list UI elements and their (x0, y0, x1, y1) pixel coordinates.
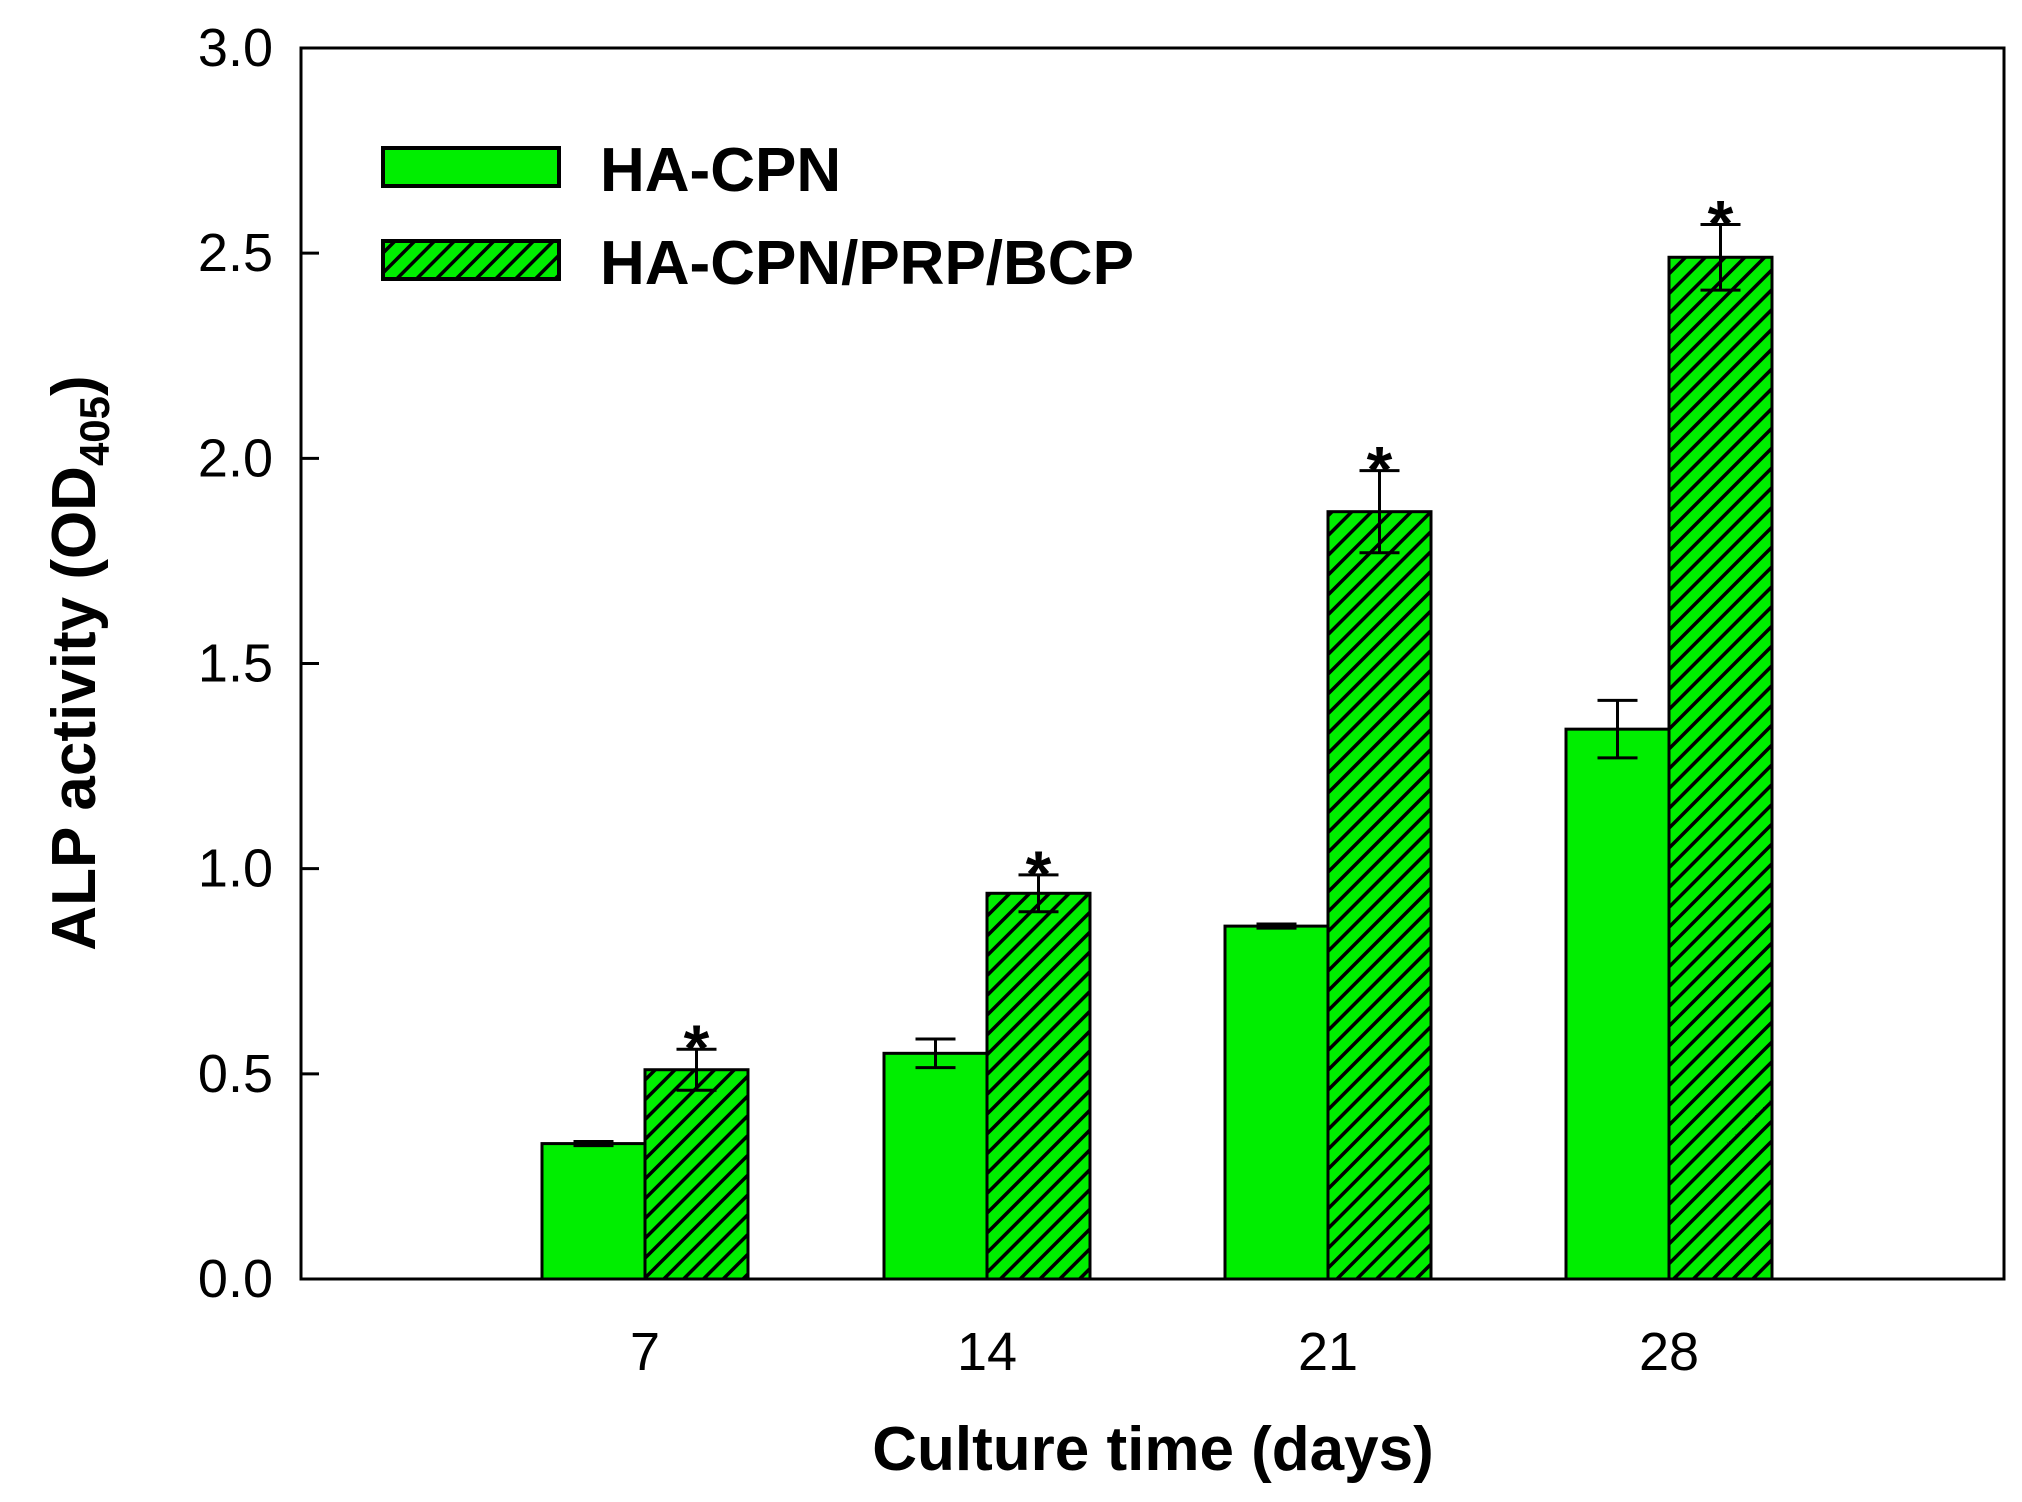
legend-swatch-ha-cpn (381, 146, 561, 188)
y-tick-label: 2.0 (198, 428, 273, 488)
significance-marker: * (684, 1011, 710, 1085)
x-tick-label: 21 (1298, 1322, 1358, 1382)
y-axis-title: ALP activity (OD405) (40, 375, 118, 950)
y-tick-label: 1.5 (198, 634, 273, 694)
legend-swatch-ha-cpn-prp-bcp (381, 239, 561, 281)
y-axis-title-main: ALP activity (OD (40, 466, 109, 951)
legend-label-ha-cpn-prp-bcp: HA-CPN/PRP/BCP (600, 229, 1134, 298)
bar-ha-cpn-day-7 (540, 1142, 647, 1281)
y-tick-label: 0.0 (198, 1249, 273, 1309)
error-bar (1700, 222, 1741, 292)
y-axis-title-subscript: 405 (71, 396, 118, 466)
bar-ha-cpn-prp-bcp-day-7 (643, 1068, 750, 1281)
bar-ha-cpn-prp-bcp-day-21 (1326, 510, 1433, 1281)
y-tick-label: 3.0 (198, 18, 273, 78)
bar-ha-cpn-day-28 (1564, 727, 1671, 1281)
x-axis-title: Culture time (days) (872, 1415, 1434, 1484)
error-bar (915, 1037, 956, 1070)
legend-label-ha-cpn: HA-CPN (600, 136, 841, 205)
bar-ha-cpn-prp-bcp-day-28 (1667, 255, 1774, 1281)
y-tick-label: 0.5 (198, 1044, 273, 1104)
error-bar (573, 1140, 614, 1148)
bar-ha-cpn-day-21 (1223, 924, 1330, 1281)
x-tick-label: 7 (630, 1322, 660, 1382)
error-bar (1256, 922, 1297, 930)
y-tick-label: 2.5 (198, 223, 273, 283)
significance-marker: * (1708, 186, 1734, 260)
y-tick-label: 1.0 (198, 839, 273, 899)
significance-marker: * (1026, 837, 1052, 911)
bars: * * * * (540, 186, 1774, 1281)
y-axis-title-close: ) (40, 375, 109, 396)
error-bar (1018, 873, 1059, 914)
error-bar (1359, 469, 1400, 555)
x-tick-label: 28 (1639, 1322, 1699, 1382)
bar-ha-cpn-prp-bcp-day-14 (985, 891, 1092, 1281)
bar-ha-cpn-day-14 (882, 1051, 989, 1281)
x-tick-label: 14 (957, 1322, 1017, 1382)
error-bar (676, 1047, 717, 1092)
significance-marker: * (1367, 433, 1393, 507)
error-bar (1597, 698, 1638, 760)
y-axis: 0.0 0.5 1.0 1.5 2.0 2.5 3.0 (198, 18, 319, 1309)
legend: HA-CPN HA-CPN/PRP/BCP (381, 136, 1134, 298)
